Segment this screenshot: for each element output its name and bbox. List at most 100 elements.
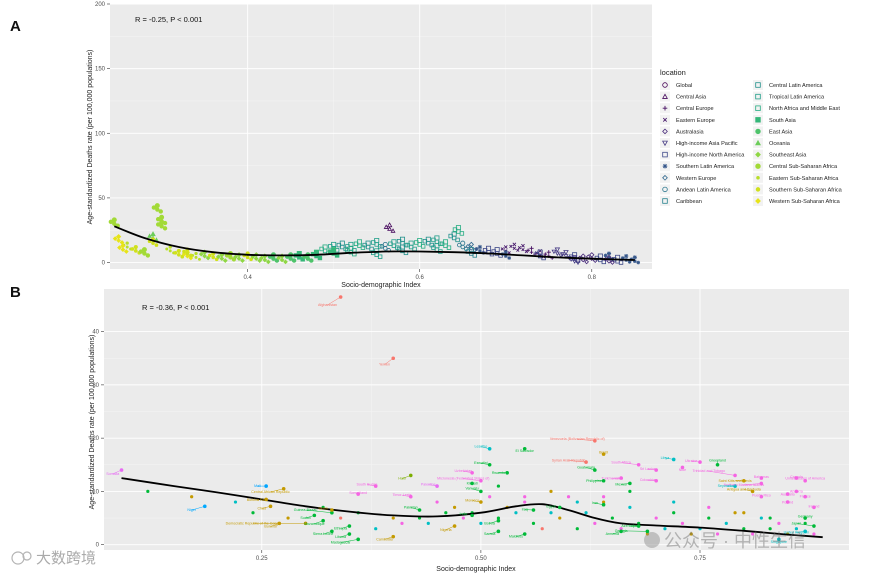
data-point [526, 248, 530, 253]
data-point [262, 257, 268, 263]
data-point [145, 253, 151, 258]
legend-key-background [660, 149, 670, 160]
background-point [146, 489, 150, 494]
x-tick-label: 0.6 [416, 275, 425, 281]
background-point [426, 521, 430, 525]
country-point [264, 484, 268, 488]
country-point [408, 494, 413, 499]
legend-label: Global [676, 83, 692, 89]
data-point [207, 253, 212, 258]
country-point [479, 489, 483, 494]
background-point [803, 521, 807, 525]
panel-b-y-axis-title: Age-standardized Deaths rate (per 100,00… [89, 335, 96, 510]
country-label: Benin [319, 506, 328, 510]
country-point [391, 534, 396, 539]
data-point [276, 255, 281, 261]
data-point [474, 247, 479, 251]
data-point [379, 244, 385, 249]
watermark-left-text: 大数跨境 [36, 549, 96, 567]
country-point [680, 465, 685, 470]
legend-label: Southeast Asia [769, 153, 807, 159]
data-point [512, 242, 517, 247]
data-point [551, 249, 557, 255]
watermark-logo-icon-small [22, 551, 32, 561]
country-label: Iran [592, 501, 598, 505]
legend-key-background [660, 172, 670, 183]
background-point [575, 527, 579, 531]
data-point [151, 241, 155, 245]
background-point [707, 505, 711, 509]
background-point [715, 532, 720, 536]
label-leader-line [327, 296, 341, 306]
background-point [601, 500, 606, 504]
data-point [317, 255, 323, 261]
country-point [803, 529, 807, 534]
label-leader-line [340, 539, 359, 543]
background-point [286, 516, 290, 520]
country-label: Libya [661, 456, 670, 460]
legend-item: Southeast Asia [753, 149, 807, 160]
data-point [147, 233, 153, 238]
panel-a-correlation-text: R = -0.25, P < 0.001 [135, 15, 202, 24]
data-point [618, 260, 624, 265]
data-point [274, 258, 280, 263]
data-point [214, 257, 219, 262]
background-point [523, 500, 527, 504]
y-tick-label: 50 [98, 196, 105, 202]
country-point [531, 508, 536, 512]
panel-a-plot-background [110, 4, 652, 269]
country-point [601, 502, 606, 507]
country-label: Georgia [615, 529, 628, 533]
watermark-right-text: 公众号 · 中性生信 [664, 531, 806, 551]
legend-key-symbol [756, 176, 760, 180]
country-point [479, 500, 483, 504]
data-point [283, 259, 288, 265]
legend-key-symbol [755, 151, 761, 158]
legend-key-symbol [755, 117, 761, 123]
country-point [303, 521, 308, 526]
country-point [715, 462, 720, 467]
country-label: Egypt [546, 504, 555, 508]
y-tick-label: 20 [92, 436, 99, 442]
data-point [558, 253, 564, 259]
data-point [123, 249, 129, 254]
country-point [435, 484, 439, 488]
country-label: Japan [792, 521, 802, 525]
legend-key-symbol [662, 186, 668, 193]
country-point [619, 476, 623, 480]
data-point [182, 249, 186, 254]
data-point [245, 255, 250, 260]
legend-label: North Africa and Middle East [769, 106, 840, 112]
label-leader-line [384, 358, 394, 365]
data-point [632, 259, 637, 264]
panel-b-x-ticks: 0.25 0.50 0.75 [256, 550, 706, 562]
country-point [803, 494, 807, 499]
panel-a-legend: location Global Central Asia Central Europ… [660, 68, 843, 206]
data-point [383, 246, 388, 251]
legend-key-background [753, 80, 763, 90]
background-point [374, 527, 378, 531]
data-point [185, 253, 190, 259]
country-label: El Salvador [516, 449, 535, 453]
country-label: Ireland [808, 504, 819, 508]
country-label: South Sudan [357, 482, 378, 486]
data-point [575, 260, 581, 266]
data-point [503, 245, 508, 249]
data-point [309, 258, 314, 263]
data-point [503, 254, 508, 258]
country-point [803, 478, 807, 483]
background-point [689, 532, 693, 536]
data-point [173, 251, 178, 255]
country-label: Mexico [615, 482, 626, 486]
panel-b-country-labels: Afghanistan Yemen Somalia Niger Mali Central … [106, 303, 825, 545]
legend-key-background [660, 184, 670, 195]
legend-item: Oceania [753, 138, 791, 148]
legend-item: Caribbean [660, 196, 702, 206]
country-point [557, 505, 562, 510]
country-label: South Africa [611, 461, 630, 465]
country-label: Puerto Rico [752, 494, 771, 498]
data-point [383, 224, 389, 229]
country-label: Mali [254, 484, 261, 488]
data-point [236, 256, 242, 262]
data-point [580, 257, 586, 263]
